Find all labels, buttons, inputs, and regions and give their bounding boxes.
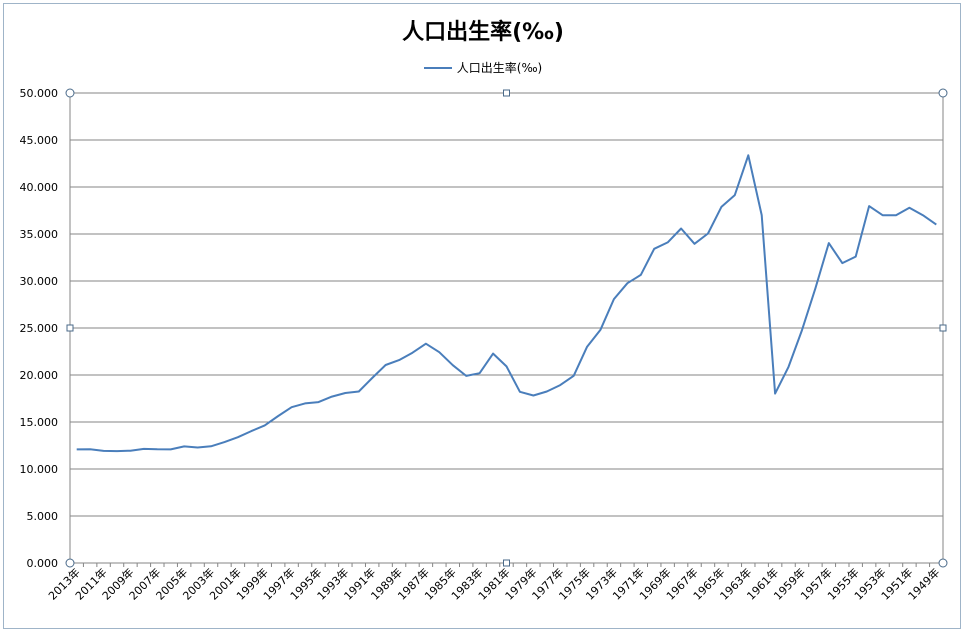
resize-handle bbox=[939, 324, 947, 332]
chart-legend: 人口出生率(‰) bbox=[0, 59, 966, 76]
y-tick-label: 10.000 bbox=[20, 463, 59, 476]
chart-title: 人口出生率(‰) bbox=[402, 20, 564, 45]
legend-swatch bbox=[423, 66, 452, 69]
series-line bbox=[76, 154, 937, 453]
chart-frame bbox=[3, 3, 961, 629]
y-tick-label: 0.000 bbox=[27, 557, 59, 570]
resize-handle bbox=[503, 559, 510, 567]
y-tick-label: 45.000 bbox=[20, 134, 59, 147]
y-tick-label: 15.000 bbox=[20, 416, 59, 429]
y-tick-label: 20.000 bbox=[20, 369, 59, 382]
legend-label: 人口出生率(‰) bbox=[456, 61, 543, 75]
resize-handle bbox=[65, 558, 75, 568]
resize-handle bbox=[66, 324, 74, 332]
resize-handle bbox=[938, 88, 948, 98]
resize-handle bbox=[938, 558, 948, 568]
resize-handle bbox=[65, 88, 75, 98]
y-tick-label: 40.000 bbox=[20, 181, 59, 194]
y-tick-label: 30.000 bbox=[20, 275, 59, 288]
y-tick-label: 5.000 bbox=[27, 510, 59, 523]
y-tick-label: 25.000 bbox=[20, 322, 59, 335]
resize-handle bbox=[503, 89, 510, 97]
y-tick-label: 35.000 bbox=[20, 228, 59, 241]
y-tick-label: 50.000 bbox=[20, 87, 59, 100]
